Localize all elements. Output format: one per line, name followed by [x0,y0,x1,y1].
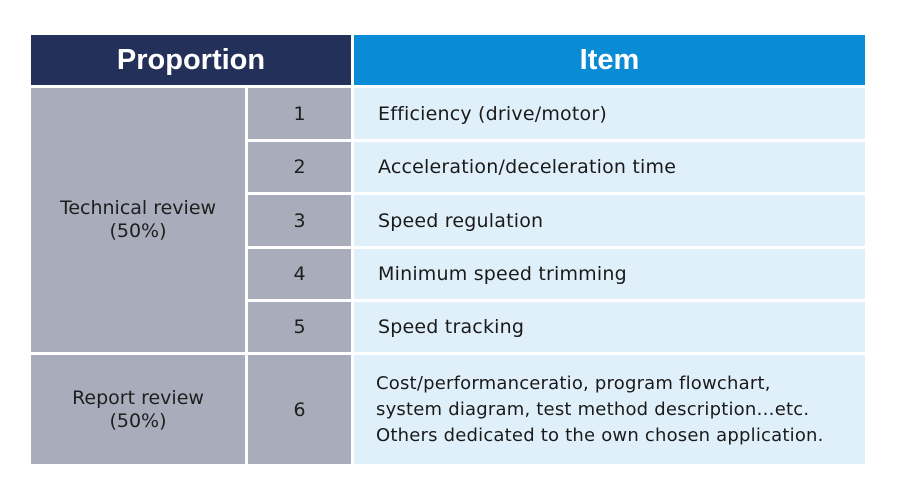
review-criteria-table: Proportion Item Technical review (50%) R… [31,35,865,464]
header-item-label: Item [579,43,640,76]
group-label: Technical review [59,197,217,219]
row-item-label: Minimum speed trimming [378,263,627,285]
row-item-label: Speed tracking [378,316,525,338]
header-item: Item [354,35,865,85]
row-item-line: Cost/performanceratio, program flowchart… [376,372,771,394]
row-number-label: 6 [293,398,306,421]
row-item-5: Speed tracking [354,302,865,352]
group-percent: (50%) [109,409,167,432]
row-item-4: Minimum speed trimming [354,249,865,299]
row-number-label: 4 [293,263,306,285]
row-number-4: 4 [248,249,351,299]
row-number-2: 2 [248,142,351,192]
row-number-label: 5 [293,316,306,338]
header-proportion-label: Proportion [116,43,266,76]
group-technical-review: Technical review (50%) [31,88,245,352]
row-item-2: Acceleration/deceleration time [354,142,865,192]
row-item-line: system diagram, test method description…… [376,398,810,420]
group-label: Report review [72,386,204,409]
header-proportion: Proportion [31,35,351,85]
row-item-label: Acceleration/deceleration time [378,156,677,178]
row-item-1: Efficiency (drive/motor) [354,88,865,139]
row-number-label: 2 [293,156,306,178]
group-report-review: Report review (50%) [31,355,245,464]
group-percent: (50%) [109,220,167,242]
row-number-label: 3 [293,209,306,232]
row-number-1: 1 [248,88,351,139]
row-number-6: 6 [248,355,351,464]
row-item-label: Speed regulation [378,209,544,232]
row-item-label: Efficiency (drive/motor) [378,102,607,125]
row-number-3: 3 [248,195,351,246]
row-item-6: Cost/performanceratio, program flowchart… [354,355,865,464]
row-item-line: Others dedicated to the own chosen appli… [376,424,824,446]
row-item-3: Speed regulation [354,195,865,246]
row-number-5: 5 [248,302,351,352]
row-number-label: 1 [293,102,306,125]
